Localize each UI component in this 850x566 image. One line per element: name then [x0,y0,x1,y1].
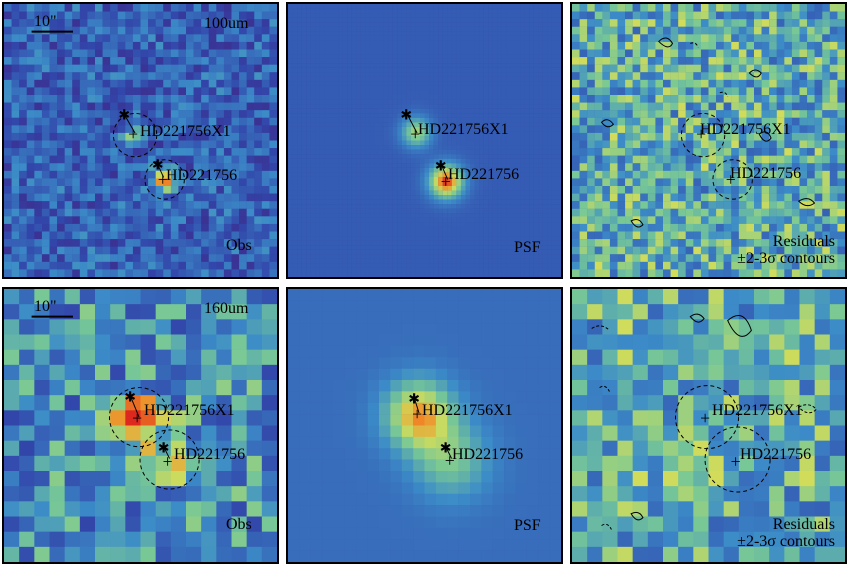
panel-caption: PSF [514,239,541,256]
svg-text:+: + [441,171,451,191]
panel-100um-obs: ✱ ✱ + + 10" 100um HD221756X1 HD221756 Ob… [2,2,279,279]
panel-160um-obs: ✱ ✱ + + 10" 160um HD221756X1 HD221756 Ob… [2,287,279,564]
svg-text:✱: ✱ [400,107,412,122]
residuals-100um-map [572,4,845,277]
source-label: HD221756 [166,167,238,184]
panel-caption: Obs [226,516,252,533]
overlay-160um-psf: ✱ ✱ + + [408,391,454,470]
panel-caption: Obs [226,237,252,254]
panel-160um-residuals: + + HD221756X1 HD221756 Residuals ±2-3σ … [570,287,847,564]
source-label-x1: HD221756X1 [140,123,231,140]
overlay-100um-psf: ✱ ✱ + + [400,107,451,191]
source-label: HD221756 [452,446,524,463]
panel-100um-psf: ✱ ✱ + + HD221756X1 HD221756 PSF [286,2,563,279]
caption-line-2: ±2-3σ contours [737,249,835,267]
panel-caption: Residuals ±2-3σ contours [737,233,835,268]
source-label: HD221756 [730,165,802,182]
obs-100um-map [4,4,277,277]
panel-caption: PSF [514,517,541,534]
psf-160um-map [288,289,561,562]
panel-160um-psf: ✱ ✱ + + HD221756X1 HD221756 PSF [286,287,563,564]
source-label: HD221756 [448,166,520,183]
band-label: 100um [204,15,249,32]
source-label-x1: HD221756X1 [422,402,513,419]
caption-line-2: ±2-3σ contours [737,532,835,550]
panel-100um-residuals: + + HD221756X1 HD221756 Residuals ±2-3σ … [570,2,847,279]
overlay-160um-residuals: + + [591,313,818,530]
caption-line-1: Residuals [772,233,835,250]
overlay-160um-obs: ✱ ✱ + + [31,315,200,490]
caption-line-1: Residuals [772,516,835,533]
obs-160um-map [4,289,277,562]
panel-caption: Residuals ±2-3σ contours [737,516,835,551]
svg-text:✱: ✱ [118,107,130,122]
source-label-x1: HD221756X1 [700,121,791,138]
overlay-100um-obs: ✱ ✱ + + [31,30,185,200]
scale-bar-label: 10" [34,13,57,30]
svg-text:+: + [410,124,420,144]
svg-text:+: + [158,169,168,189]
band-label: 160um [204,300,249,317]
source-label-x1: HD221756X1 [418,121,509,138]
source-label: HD221756 [740,446,812,463]
svg-text:✱: ✱ [435,159,447,174]
source-label-x1: HD221756X1 [144,402,235,419]
psf-100um-map [288,4,561,277]
svg-text:+: + [128,124,138,144]
source-label-x1: HD221756X1 [712,402,803,419]
residuals-160um-map [572,289,845,562]
source-label: HD221756 [174,446,246,463]
overlay-100um-residuals: + + [600,37,816,228]
svg-text:✱: ✱ [152,158,164,173]
scale-bar-label: 10" [34,298,57,315]
